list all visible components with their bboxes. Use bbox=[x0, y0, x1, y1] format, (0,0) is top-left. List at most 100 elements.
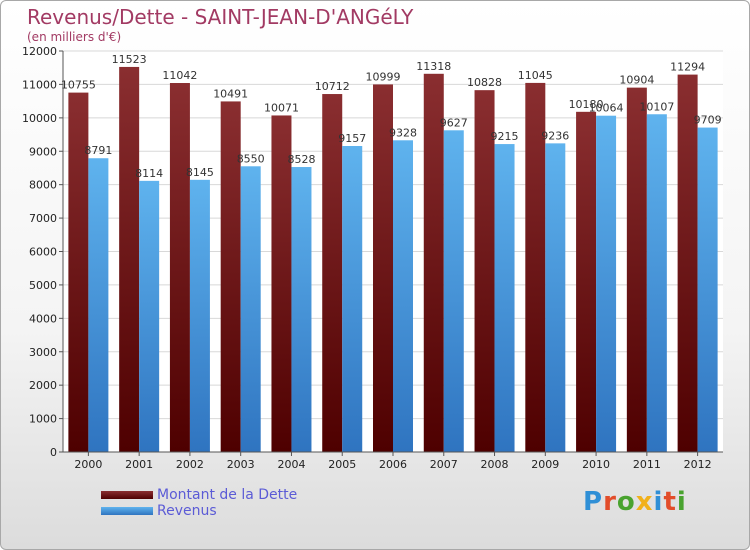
data-label-revenue: 8145 bbox=[186, 166, 214, 179]
data-label-debt: 11045 bbox=[518, 69, 553, 82]
data-label-debt: 10180 bbox=[569, 98, 604, 111]
data-label-debt: 11294 bbox=[670, 61, 705, 74]
y-tick-label: 3000 bbox=[29, 346, 57, 359]
bar-revenue bbox=[88, 158, 109, 453]
data-label-revenue: 8528 bbox=[287, 153, 315, 166]
bar-debt bbox=[677, 74, 698, 452]
bar-revenue bbox=[240, 166, 261, 452]
data-label-revenue: 10107 bbox=[639, 100, 674, 113]
bar-debt bbox=[220, 101, 241, 452]
chart-title: Revenus/Dette - SAINT-JEAN-D'ANGéLY bbox=[27, 5, 414, 29]
bar-revenue bbox=[189, 179, 210, 453]
label-layer: 10755 8791 11523 8114 11042 8145 10491 8550 1007… bbox=[61, 53, 722, 180]
bar-debt bbox=[626, 87, 647, 452]
data-label-debt: 11042 bbox=[162, 69, 197, 82]
data-label-revenue: 9627 bbox=[440, 116, 468, 129]
legend-item-debt: Montant de la Dette bbox=[101, 486, 298, 503]
y-tick-label: 5000 bbox=[29, 279, 57, 292]
y-tick-label: 2000 bbox=[29, 379, 57, 392]
legend-swatch-debt bbox=[101, 490, 153, 499]
bar-debt bbox=[271, 115, 292, 452]
data-label-revenue: 9709 bbox=[694, 114, 722, 127]
x-tick-label: 2006 bbox=[379, 458, 407, 471]
x-tick-label: 2004 bbox=[277, 458, 305, 471]
data-label-debt: 10999 bbox=[366, 70, 401, 83]
chart-subtitle: (en milliers d'€) bbox=[27, 30, 122, 44]
data-label-debt: 10491 bbox=[213, 87, 248, 100]
bar-debt bbox=[576, 111, 597, 453]
data-label-revenue: 9236 bbox=[541, 129, 569, 142]
x-tick-label: 2003 bbox=[227, 458, 255, 471]
x-tick-label: 2001 bbox=[125, 458, 153, 471]
data-label-debt: 11318 bbox=[416, 60, 451, 73]
data-label-revenue: 9215 bbox=[491, 130, 519, 143]
logo-letter: i bbox=[653, 487, 664, 517]
bar-revenue bbox=[494, 144, 515, 452]
data-label-debt: 11523 bbox=[112, 53, 147, 66]
y-tick-label: 11000 bbox=[22, 78, 57, 91]
logo-letter: o bbox=[616, 487, 636, 517]
legend-item-revenue: Revenus bbox=[101, 502, 297, 519]
logo-letter: r bbox=[603, 487, 617, 517]
legend-swatch-revenue bbox=[101, 506, 153, 515]
y-tick-label: 6000 bbox=[29, 246, 57, 259]
data-label-revenue: 8114 bbox=[135, 167, 163, 180]
data-label-revenue: 8791 bbox=[84, 144, 112, 157]
logo-letter: i bbox=[676, 487, 687, 517]
data-label-debt: 10755 bbox=[61, 79, 96, 92]
x-tick-label: 2012 bbox=[684, 458, 712, 471]
bar-revenue bbox=[596, 115, 617, 452]
data-label-debt: 10071 bbox=[264, 101, 299, 114]
data-label-revenue: 8550 bbox=[237, 152, 265, 165]
y-tick-label: 7000 bbox=[29, 212, 57, 225]
x-tick-label: 2002 bbox=[176, 458, 204, 471]
logo-letter: P bbox=[583, 487, 604, 517]
y-tick-label: 8000 bbox=[29, 179, 57, 192]
y-tick-label: 10000 bbox=[22, 112, 57, 125]
bar-revenue bbox=[697, 127, 718, 452]
legend-label-revenue: Revenus bbox=[157, 502, 217, 519]
x-tick-label: 2009 bbox=[531, 458, 559, 471]
y-tick-label: 12000 bbox=[22, 45, 57, 58]
data-label-revenue: 9157 bbox=[338, 132, 366, 145]
axis-layer: 0 1000 2000 3000 4000 5000 6000 7000 8000 9000 100… bbox=[22, 45, 723, 471]
x-tick-label: 2005 bbox=[328, 458, 356, 471]
bar-debt bbox=[474, 90, 495, 452]
x-tick-label: 2010 bbox=[582, 458, 610, 471]
proxiti-logo: Proxiti bbox=[583, 487, 687, 517]
bar-revenue bbox=[393, 140, 413, 452]
bar-revenue bbox=[291, 167, 312, 453]
y-tick-label: 9000 bbox=[29, 145, 57, 158]
x-tick-label: 2007 bbox=[430, 458, 458, 471]
bar-revenue bbox=[342, 146, 363, 452]
bar-revenue bbox=[443, 130, 464, 453]
x-tick-label: 2011 bbox=[633, 458, 661, 471]
bar-debt bbox=[525, 82, 546, 453]
data-label-revenue: 10064 bbox=[589, 102, 624, 115]
y-tick-label: 0 bbox=[50, 446, 57, 459]
bar-debt bbox=[373, 84, 393, 453]
bar-revenue bbox=[545, 143, 566, 453]
logo-letter: t bbox=[663, 487, 677, 517]
y-tick-label: 1000 bbox=[29, 413, 57, 426]
bar-debt bbox=[68, 92, 89, 452]
data-label-revenue: 9328 bbox=[389, 126, 417, 139]
bar-debt bbox=[119, 66, 140, 452]
bar-debt bbox=[423, 73, 444, 453]
bar-revenue bbox=[139, 180, 160, 452]
x-tick-label: 2008 bbox=[481, 458, 509, 471]
logo-letter: x bbox=[635, 487, 654, 517]
legend: Montant de la Dette Revenus bbox=[101, 487, 297, 519]
bar-layer bbox=[68, 66, 718, 453]
data-label-debt: 10828 bbox=[467, 76, 502, 89]
bar-debt bbox=[169, 83, 190, 452]
bar-debt bbox=[322, 94, 343, 453]
y-tick-label: 4000 bbox=[29, 312, 57, 325]
legend-label-debt: Montant de la Dette bbox=[157, 486, 298, 503]
data-label-debt: 10712 bbox=[315, 80, 350, 93]
data-label-debt: 10904 bbox=[619, 74, 654, 87]
bar-revenue bbox=[646, 114, 667, 452]
x-tick-label: 2000 bbox=[74, 458, 102, 471]
